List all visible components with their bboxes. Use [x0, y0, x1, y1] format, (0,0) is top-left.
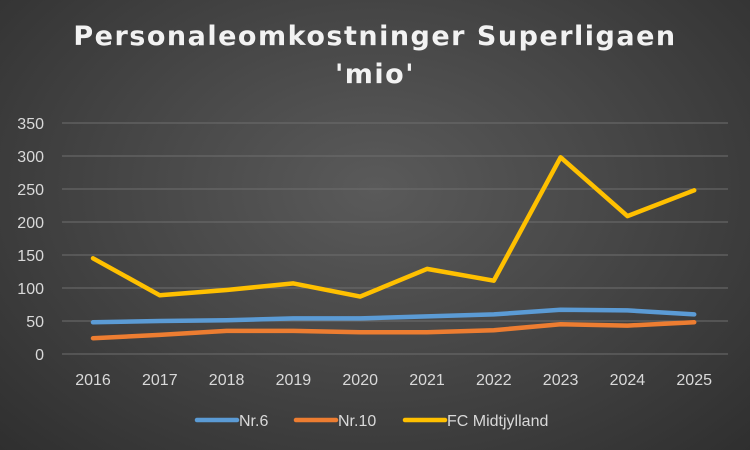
series-lines — [90, 155, 697, 341]
x-tick-label: 2022 — [476, 372, 512, 389]
y-tick-label: 50 — [26, 314, 44, 331]
legend-label: Nr.6 — [239, 413, 268, 430]
chart-title-main: Personaleomkostninger Superligaen — [73, 21, 677, 52]
x-tick-label: 2025 — [676, 372, 712, 389]
y-tick-label: 100 — [17, 281, 44, 298]
legend-label: FC Midtjylland — [447, 413, 548, 430]
y-tick-label: 0 — [35, 347, 44, 364]
x-tick-label: 2017 — [142, 372, 178, 389]
legend-item: Nr.6 — [194, 413, 268, 430]
chart-title: Personaleomkostninger Superligaen 'mio' — [0, 18, 750, 94]
x-tick-label: 2019 — [276, 372, 312, 389]
y-tick-label: 300 — [17, 149, 44, 166]
x-tick-label: 2021 — [409, 372, 445, 389]
x-tick-label: 2016 — [75, 372, 111, 389]
legend-label: Nr.10 — [338, 413, 376, 430]
y-axis-ticks: 0 50 100 150 200 250 300 350 — [17, 116, 44, 364]
legend-item: FC Midtjylland — [402, 413, 548, 430]
x-axis-ticks: 2016 2017 2018 2019 2020 2021 2022 2023 2024 2025 — [75, 372, 712, 389]
x-tick-label: 2018 — [209, 372, 245, 389]
x-tick-label: 2023 — [543, 372, 579, 389]
chart-subtitle: 'mio' — [335, 59, 415, 90]
x-tick-label: 2020 — [342, 372, 378, 389]
gridlines — [62, 122, 728, 355]
x-tick-label: 2024 — [610, 372, 646, 389]
legend: Nr.6 Nr.10 FC Midtjylland — [194, 413, 548, 430]
series-line-nr-10 — [90, 320, 697, 341]
y-tick-label: 250 — [17, 182, 44, 199]
legend-item: Nr.10 — [293, 413, 376, 430]
y-tick-label: 200 — [17, 215, 44, 232]
series-line-nr-6 — [90, 307, 697, 325]
y-tick-label: 350 — [17, 116, 44, 133]
series-line-fc-midtjylland — [90, 155, 697, 299]
y-tick-label: 150 — [17, 248, 44, 265]
